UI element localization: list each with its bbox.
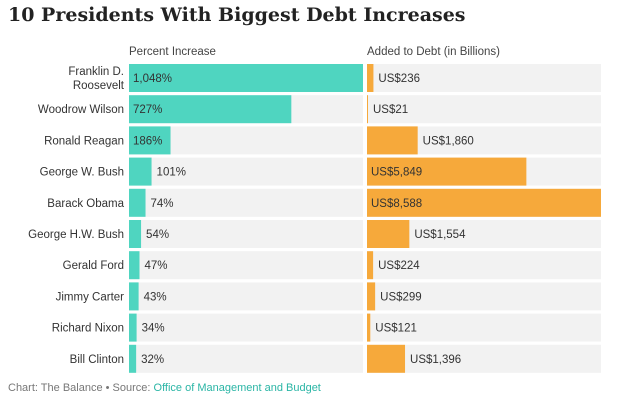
category-label-line: Ronald Reagan	[44, 135, 124, 147]
category-label-line: George W. Bush	[40, 167, 124, 179]
bar-track	[367, 282, 601, 311]
bar	[367, 220, 410, 248]
bar-track	[129, 344, 363, 373]
bar-track	[129, 313, 363, 342]
bar	[367, 95, 368, 124]
data-label: 43%	[144, 291, 167, 303]
bar-track	[367, 344, 601, 373]
category-label: George H.W. Bush	[28, 229, 124, 241]
series-header: Percent Increase	[129, 46, 216, 58]
chart-title: 10 Presidents With Biggest Debt Increase…	[8, 4, 466, 26]
bar-track	[129, 220, 363, 248]
data-label: 74%	[151, 198, 174, 210]
series-headers: Percent Increase Added to Debt (in Billio…	[129, 46, 500, 58]
data-label: US$224	[378, 260, 420, 272]
chart-row: Richard Nixon 34% US$121	[52, 313, 601, 342]
data-label: US$1,554	[414, 229, 466, 241]
bar-track	[129, 188, 363, 217]
chart-row: Franklin D. Roosevelt 1,048% US$236	[68, 64, 601, 92]
category-label-line: Jimmy Carter	[56, 291, 125, 303]
bar-track	[367, 313, 601, 342]
data-label: 54%	[146, 229, 169, 241]
bar-track	[367, 251, 601, 280]
bar	[367, 64, 374, 92]
category-label: Jimmy Carter	[56, 291, 125, 303]
data-label: 47%	[144, 260, 167, 272]
chart-row: Jimmy Carter 43% US$299	[56, 282, 601, 311]
category-label: Gerald Ford	[63, 260, 124, 272]
bar	[367, 126, 418, 155]
bar	[129, 220, 142, 248]
bar	[367, 313, 371, 342]
bar	[129, 313, 137, 342]
category-label-line: Woodrow Wilson	[38, 104, 124, 116]
data-label: 32%	[141, 354, 164, 366]
data-label: US$121	[375, 323, 417, 335]
category-label-line: Richard Nixon	[52, 323, 124, 335]
category-label: Woodrow Wilson	[38, 104, 124, 116]
footer-credit: Chart: The Balance • Source:	[8, 382, 154, 394]
chart-row: Ronald Reagan 186% US$1,860	[44, 126, 601, 155]
data-label: US$299	[380, 291, 422, 303]
category-label-line: Bill Clinton	[70, 354, 124, 366]
data-label: 186%	[133, 135, 162, 147]
category-label-line: Gerald Ford	[63, 260, 124, 272]
chart-rows: Franklin D. Roosevelt 1,048% US$236 Woodrow …	[28, 64, 601, 373]
chart-row: George W. Bush 101% US$5,849	[40, 157, 601, 186]
source-link[interactable]: Office of Management and Budget	[153, 382, 321, 394]
category-label-line: Franklin D.	[68, 66, 124, 78]
bar	[367, 188, 601, 217]
category-label: Bill Clinton	[70, 354, 124, 366]
chart-row: George H.W. Bush 54% US$1,554	[28, 220, 601, 248]
series-header: Added to Debt (in Billions)	[367, 46, 500, 58]
data-label: US$21	[373, 104, 408, 116]
chart-row: Barack Obama 74% US$8,588	[47, 188, 601, 217]
bar	[367, 282, 376, 311]
category-label: George W. Bush	[40, 167, 124, 179]
chart-row: Bill Clinton 32% US$1,396	[70, 344, 601, 373]
bar-track	[129, 157, 363, 186]
bar-track	[129, 251, 363, 280]
bar	[129, 251, 140, 280]
data-label: 727%	[133, 104, 162, 116]
bar	[129, 95, 292, 124]
chart-row: Gerald Ford 47% US$224	[63, 251, 601, 280]
chart-footer: Chart: The Balance • Source: Office of M…	[8, 382, 321, 394]
data-label: 101%	[157, 167, 186, 179]
category-label-line: George H.W. Bush	[28, 229, 124, 241]
bar-track	[367, 64, 601, 92]
bar	[367, 344, 406, 373]
category-label-line: Barack Obama	[47, 198, 124, 210]
data-label: 1,048%	[133, 73, 172, 85]
category-label: Ronald Reagan	[44, 135, 124, 147]
bar	[129, 157, 152, 186]
data-label: 34%	[142, 323, 165, 335]
data-label: US$1,396	[410, 354, 461, 366]
bar-chart: Percent Increase Added to Debt (in Billio…	[28, 46, 601, 373]
category-label-line: Roosevelt	[73, 80, 125, 92]
data-label: US$236	[378, 73, 420, 85]
bar-track	[129, 282, 363, 311]
data-label: US$5,849	[371, 167, 422, 179]
bar	[129, 64, 363, 92]
bar	[129, 188, 146, 217]
category-label: Franklin D. Roosevelt	[68, 66, 124, 92]
data-label: US$8,588	[371, 198, 422, 210]
chart-row: Woodrow Wilson 727% US$21	[38, 95, 601, 124]
bar	[367, 251, 374, 280]
bar-track	[367, 95, 601, 124]
bar	[367, 157, 527, 186]
category-label: Barack Obama	[47, 198, 124, 210]
bar	[129, 344, 137, 373]
bar	[129, 282, 139, 311]
data-label: US$1,860	[423, 135, 474, 147]
category-label: Richard Nixon	[52, 323, 124, 335]
bar	[129, 126, 171, 155]
